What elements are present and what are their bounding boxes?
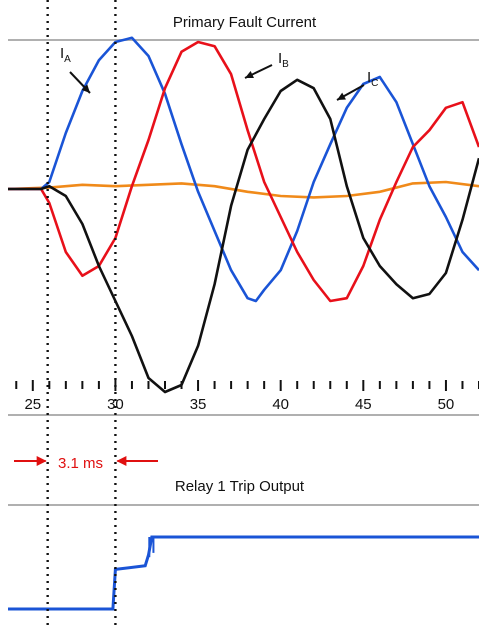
series-line-residual: [7, 180, 479, 199]
series-label-ia: IA: [60, 45, 71, 65]
series-label-ib: IB: [278, 50, 289, 70]
series-arrowhead-ia: [81, 84, 90, 93]
series-arrowhead-ic: [337, 92, 346, 100]
interval-arrowhead-right: [116, 456, 127, 466]
x-tick-label: 25: [24, 396, 41, 413]
chart-title-relay: Relay 1 Trip Output: [174, 478, 305, 495]
series-label-ic: IC: [367, 69, 378, 89]
relay-trip-ringing: [148, 537, 155, 558]
series-line-ia: [8, 36, 479, 303]
series-arrowhead-ib: [245, 70, 254, 79]
x-tick-label: 30: [107, 396, 124, 413]
relay-trip-line: [8, 535, 479, 611]
x-tick-label: 50: [438, 396, 455, 413]
x-tick-label: 45: [355, 396, 372, 413]
chart-title-primary: Primary Fault Current: [172, 14, 317, 31]
interval-label: 3.1 ms: [58, 455, 104, 472]
x-tick-label: 40: [272, 396, 289, 413]
interval-arrowhead-left: [36, 456, 47, 466]
series-line-ic: [8, 78, 479, 394]
series-line-ib: [8, 40, 479, 303]
x-tick-label: 35: [190, 396, 207, 413]
